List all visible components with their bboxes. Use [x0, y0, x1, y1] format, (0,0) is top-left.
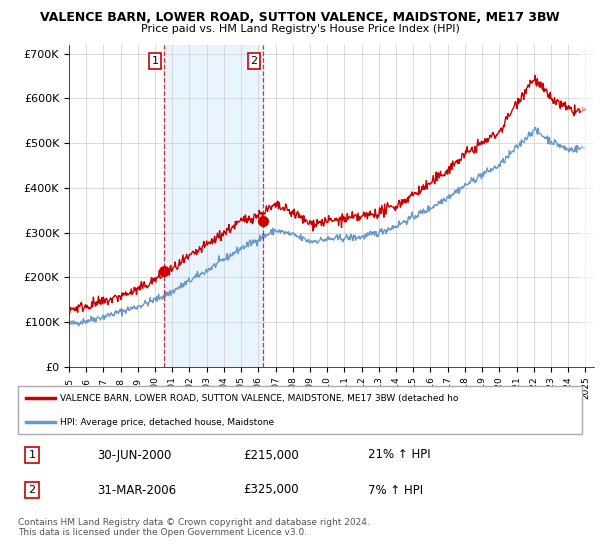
- Text: 2: 2: [250, 56, 257, 66]
- Text: 7% ↑ HPI: 7% ↑ HPI: [368, 483, 423, 497]
- Bar: [581, 45, 594, 367]
- Text: £325,000: £325,000: [244, 483, 299, 497]
- Text: 30-JUN-2000: 30-JUN-2000: [97, 449, 172, 461]
- Text: Contains HM Land Registry data © Crown copyright and database right 2024.
This d: Contains HM Land Registry data © Crown c…: [18, 518, 370, 538]
- Bar: [164, 45, 263, 367]
- Text: Price paid vs. HM Land Registry's House Price Index (HPI): Price paid vs. HM Land Registry's House …: [140, 24, 460, 34]
- Text: 31-MAR-2006: 31-MAR-2006: [97, 483, 176, 497]
- Text: VALENCE BARN, LOWER ROAD, SUTTON VALENCE, MAIDSTONE, ME17 3BW (detached ho: VALENCE BARN, LOWER ROAD, SUTTON VALENCE…: [60, 394, 458, 403]
- Text: 1: 1: [152, 56, 158, 66]
- Text: HPI: Average price, detached house, Maidstone: HPI: Average price, detached house, Maid…: [60, 418, 274, 427]
- Text: 1: 1: [29, 450, 35, 460]
- Text: 2: 2: [29, 485, 35, 495]
- Text: VALENCE BARN, LOWER ROAD, SUTTON VALENCE, MAIDSTONE, ME17 3BW: VALENCE BARN, LOWER ROAD, SUTTON VALENCE…: [40, 11, 560, 24]
- Text: £215,000: £215,000: [244, 449, 299, 461]
- Text: 21% ↑ HPI: 21% ↑ HPI: [368, 449, 430, 461]
- FancyBboxPatch shape: [18, 386, 582, 434]
